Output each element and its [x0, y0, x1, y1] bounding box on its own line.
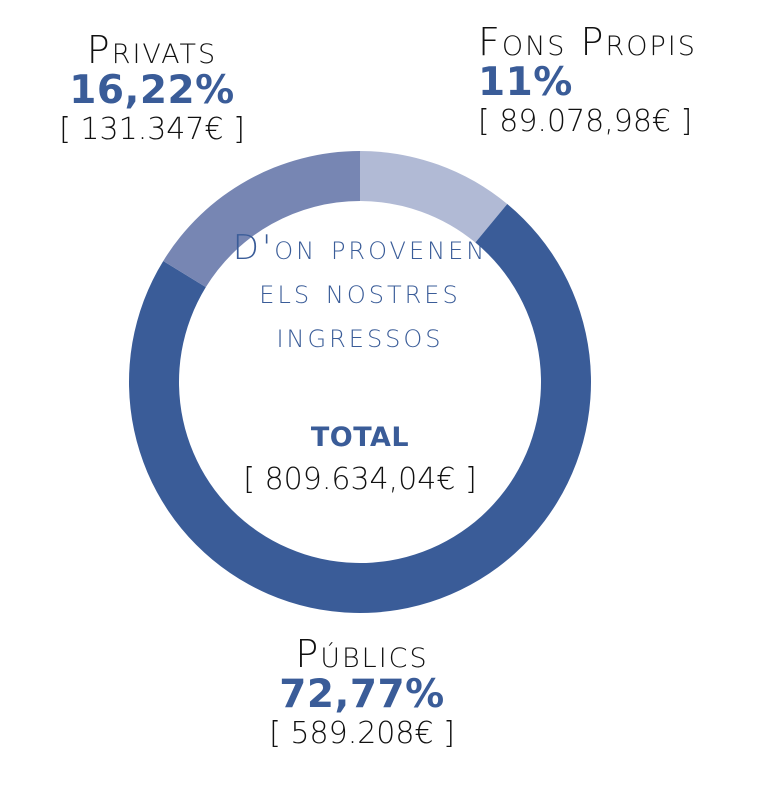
slice-privats: [163, 151, 360, 288]
amount-label-fons-propis: [ 89.078,98€ ]: [478, 104, 693, 139]
percent-label-publics: 72,77%: [279, 672, 445, 717]
label-privats: Privats 16,22% [ 131.347€ ]: [42, 30, 262, 148]
category-label-publics: Públics: [295, 632, 429, 676]
total-amount: [ 809.634,04€ ]: [243, 462, 477, 497]
category-label-privats: Privats: [86, 28, 218, 72]
category-label-fons-propis: Fons Propis: [478, 20, 697, 64]
percent-label-privats: 16,22%: [69, 68, 235, 113]
amount-label-privats: [ 131.347€ ]: [59, 112, 245, 147]
slice-publics: [128, 204, 591, 614]
percent-label-fons-propis: 11%: [478, 60, 573, 105]
label-fons-propis: Fons Propis 11% [ 89.078,98€ ]: [468, 22, 728, 140]
total-label: TOTAL: [310, 422, 410, 453]
amount-label-publics: [ 589.208€ ]: [269, 716, 455, 751]
label-publics: Públics 72,77% [ 589.208€ ]: [232, 634, 492, 752]
slice-fons-propis: [360, 151, 508, 243]
chart-title: D'on provenen els nostres ingressos: [232, 228, 488, 356]
